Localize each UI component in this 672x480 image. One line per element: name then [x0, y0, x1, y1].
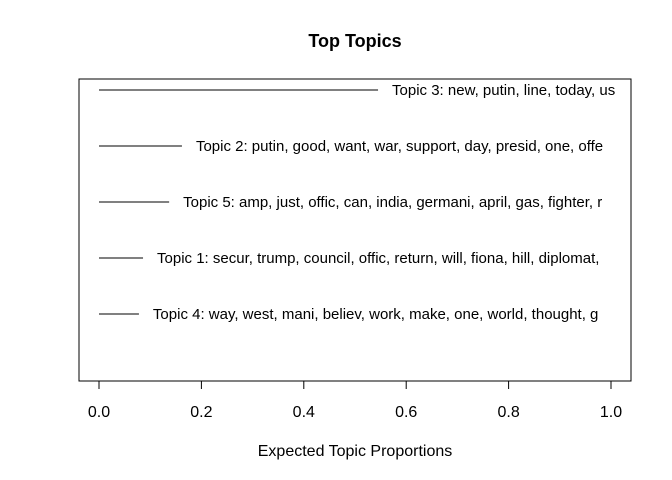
topic-bar-label-1: Topic 3: new, putin, line, today, us: [392, 82, 615, 99]
topic-bar-label-2: Topic 2: putin, good, want, war, support…: [196, 138, 603, 155]
x-tick-label-1: 0.2: [190, 404, 212, 421]
topic-bar-label-4: Topic 1: secur, trump, council, offic, r…: [157, 250, 599, 267]
x-axis-label: Expected Topic Proportions: [258, 443, 452, 460]
x-tick-label-2: 0.4: [293, 404, 315, 421]
x-axis: 0.0 0.2 0.4 0.6 0.8 1.0: [88, 380, 622, 421]
x-tick-label-4: 0.8: [497, 404, 519, 421]
x-tick-label-3: 0.6: [395, 404, 417, 421]
bar-group: Topic 3: new, putin, line, today, us Topi…: [99, 82, 615, 323]
x-tick-label-0: 0.0: [88, 404, 110, 421]
topic-bar-label-3: Topic 5: amp, just, offic, can, india, g…: [183, 194, 602, 211]
chart-title: Top Topics: [308, 31, 401, 51]
plot-frame: [78, 78, 632, 382]
x-tick-label-5: 1.0: [600, 404, 622, 421]
topic-bar-label-5: Topic 4: way, west, mani, believ, work, …: [153, 306, 598, 323]
